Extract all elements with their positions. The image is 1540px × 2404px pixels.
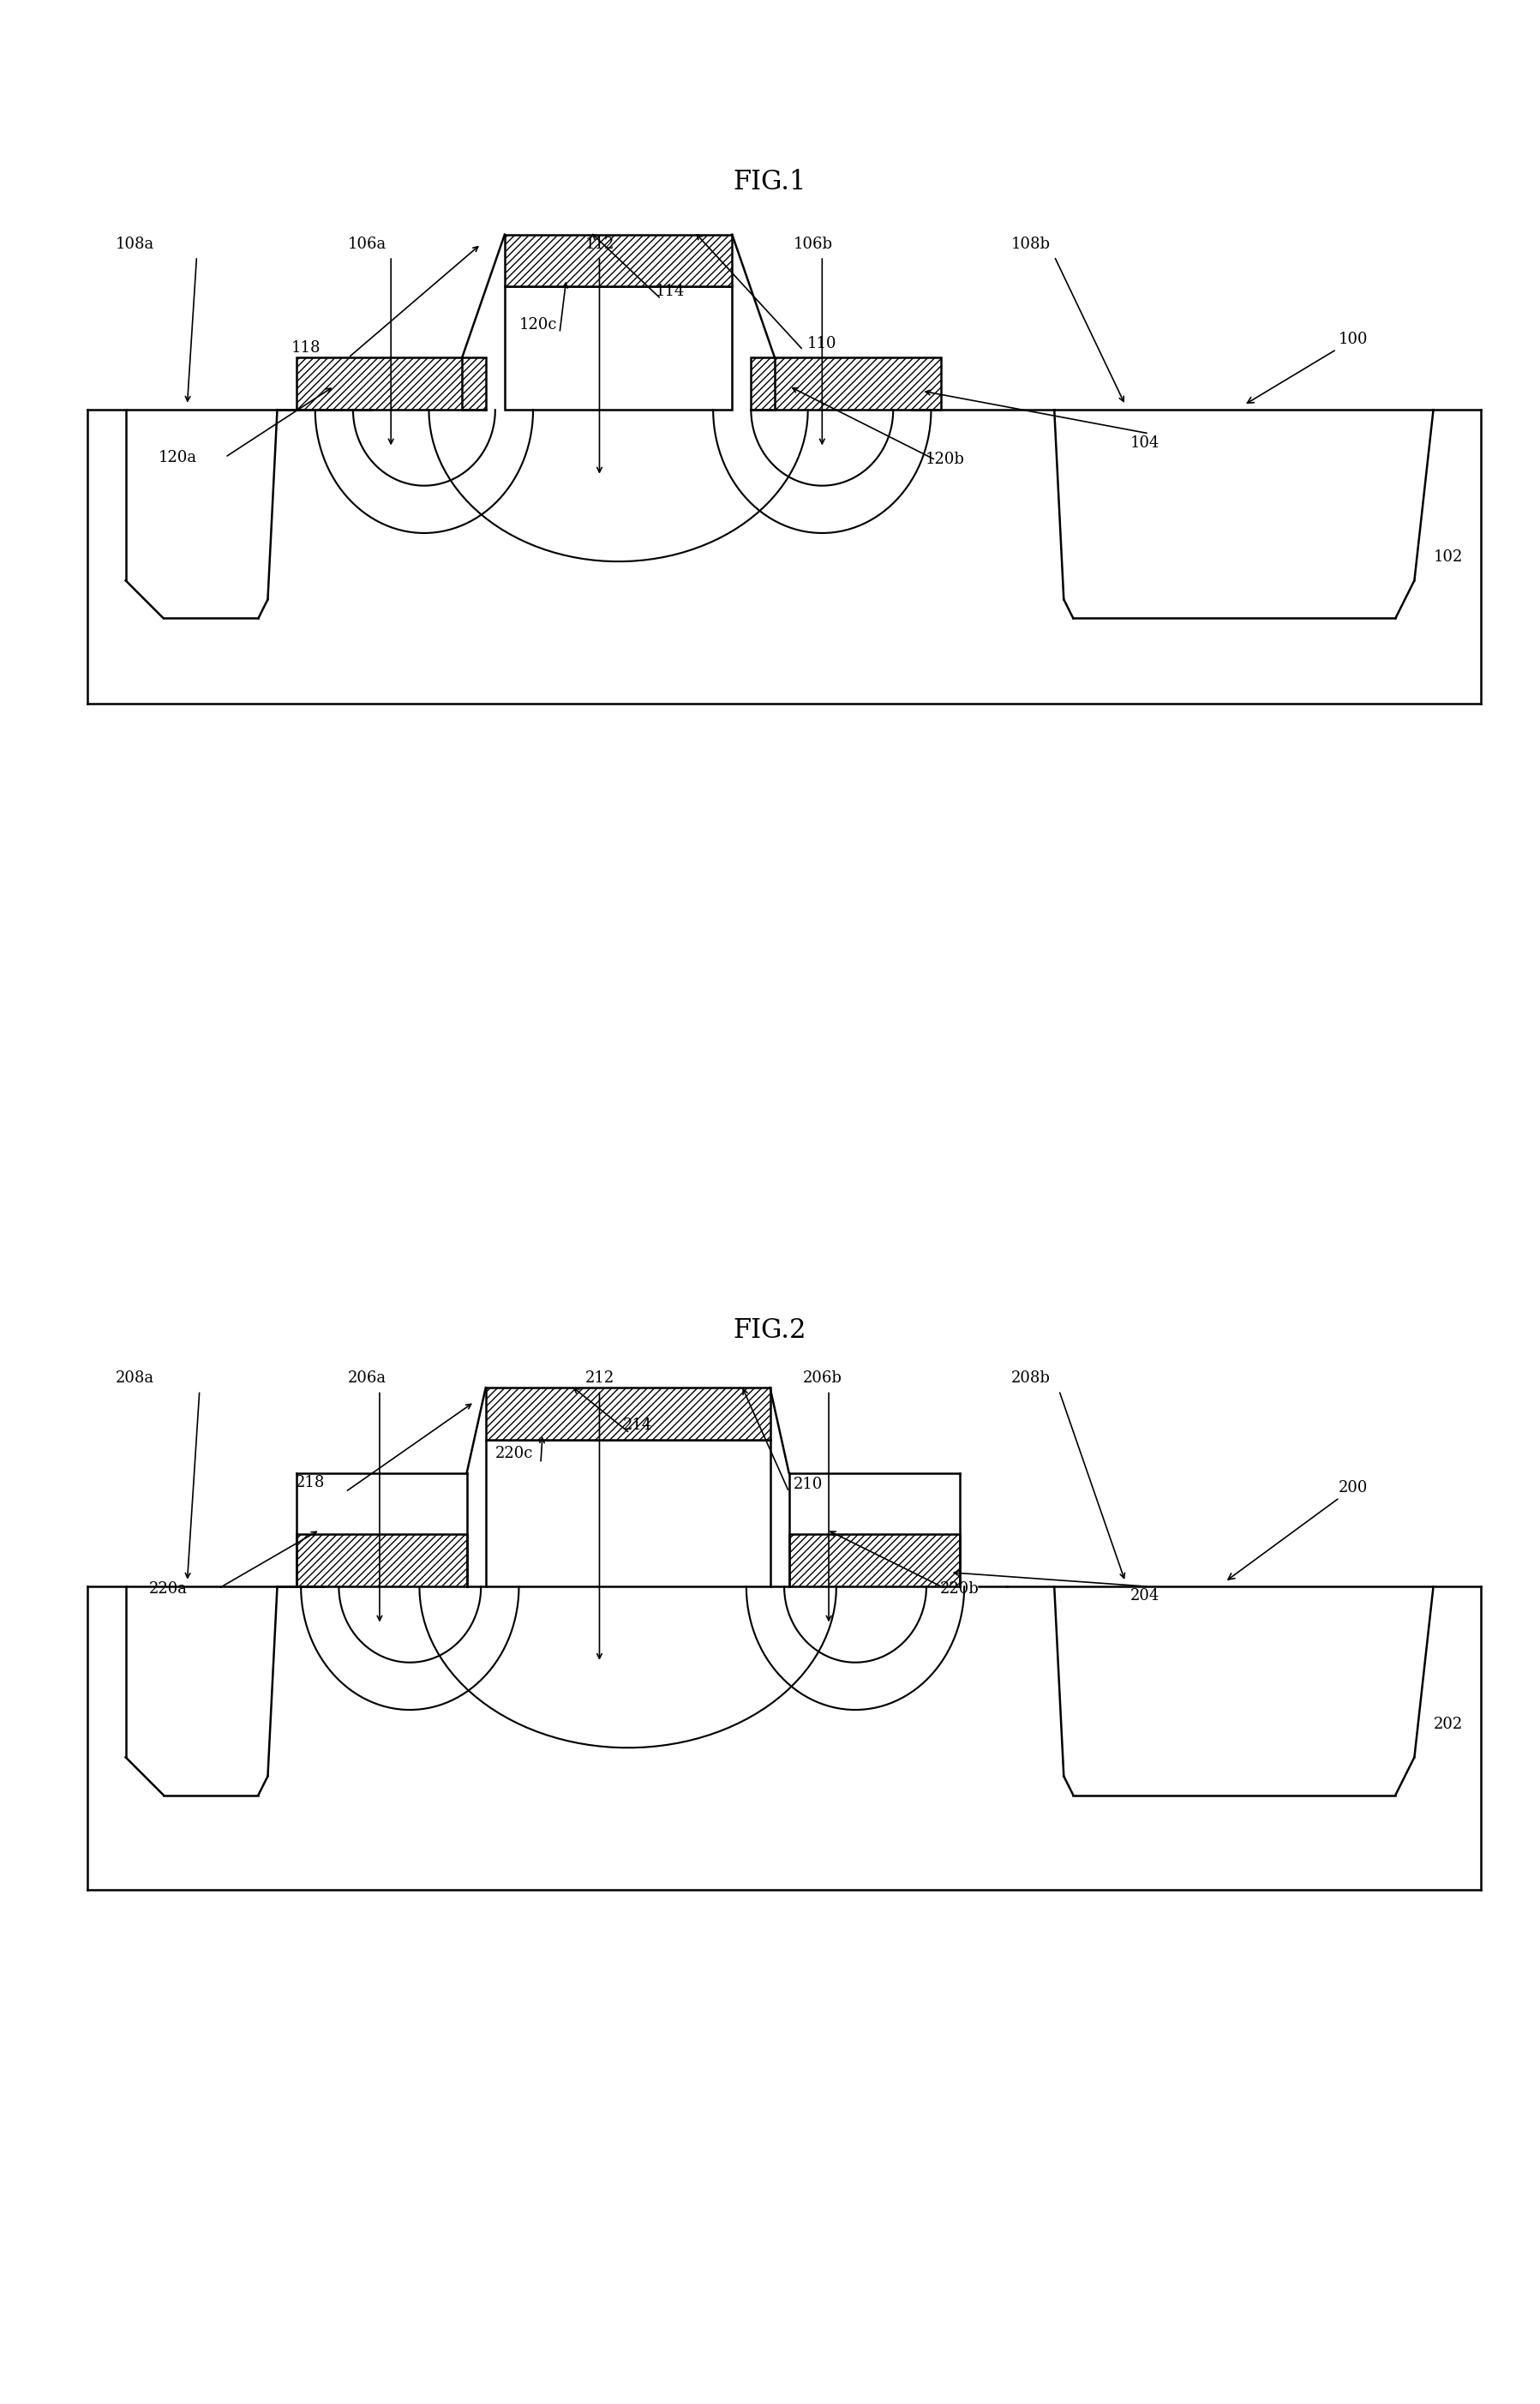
Text: 204: 204	[1130, 1589, 1160, 1603]
Text: FIG.1: FIG.1	[733, 168, 807, 195]
Text: 208b: 208b	[1010, 1370, 1050, 1385]
Text: 118: 118	[291, 341, 320, 356]
Bar	[296, 1534, 467, 1587]
Text: 206a: 206a	[348, 1370, 387, 1385]
Text: 208a: 208a	[116, 1370, 154, 1385]
Text: 220a: 220a	[149, 1582, 188, 1596]
Text: 110: 110	[807, 337, 836, 351]
Text: 104: 104	[1130, 435, 1160, 450]
Text: 210: 210	[793, 1476, 822, 1493]
Bar	[752, 358, 941, 409]
Text: 120b: 120b	[926, 452, 966, 466]
Text: 108b: 108b	[1010, 236, 1050, 252]
Text: 202: 202	[1434, 1716, 1463, 1731]
Bar	[485, 1440, 770, 1587]
Text: 218: 218	[296, 1474, 325, 1490]
Text: 120a: 120a	[159, 450, 197, 464]
Bar	[505, 236, 732, 286]
Text: 220c: 220c	[496, 1447, 533, 1462]
Text: 102: 102	[1434, 548, 1463, 565]
Text: 214: 214	[622, 1418, 651, 1433]
Bar	[485, 1387, 770, 1440]
Text: 108a: 108a	[116, 236, 154, 252]
Text: 106a: 106a	[348, 236, 387, 252]
Text: 100: 100	[1247, 332, 1368, 404]
Text: 220b: 220b	[939, 1582, 979, 1596]
Text: 114: 114	[656, 284, 685, 298]
Bar	[296, 358, 485, 409]
Bar	[505, 286, 732, 409]
Text: 200: 200	[1227, 1481, 1368, 1579]
Text: 106b: 106b	[793, 236, 832, 252]
Text: 206b: 206b	[802, 1370, 842, 1385]
Text: 212: 212	[585, 1370, 614, 1385]
Bar	[788, 1534, 959, 1587]
Text: 112: 112	[585, 236, 614, 252]
Text: FIG.2: FIG.2	[733, 1317, 807, 1344]
Text: 120c: 120c	[519, 317, 557, 332]
